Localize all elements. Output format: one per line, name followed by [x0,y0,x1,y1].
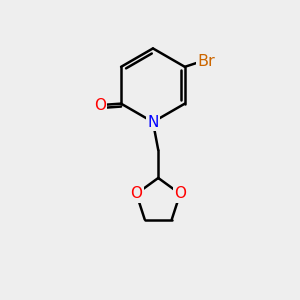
Text: Br: Br [197,54,215,69]
Text: O: O [130,186,142,201]
Text: O: O [94,98,106,112]
Text: O: O [174,186,186,201]
Text: N: N [147,115,159,130]
